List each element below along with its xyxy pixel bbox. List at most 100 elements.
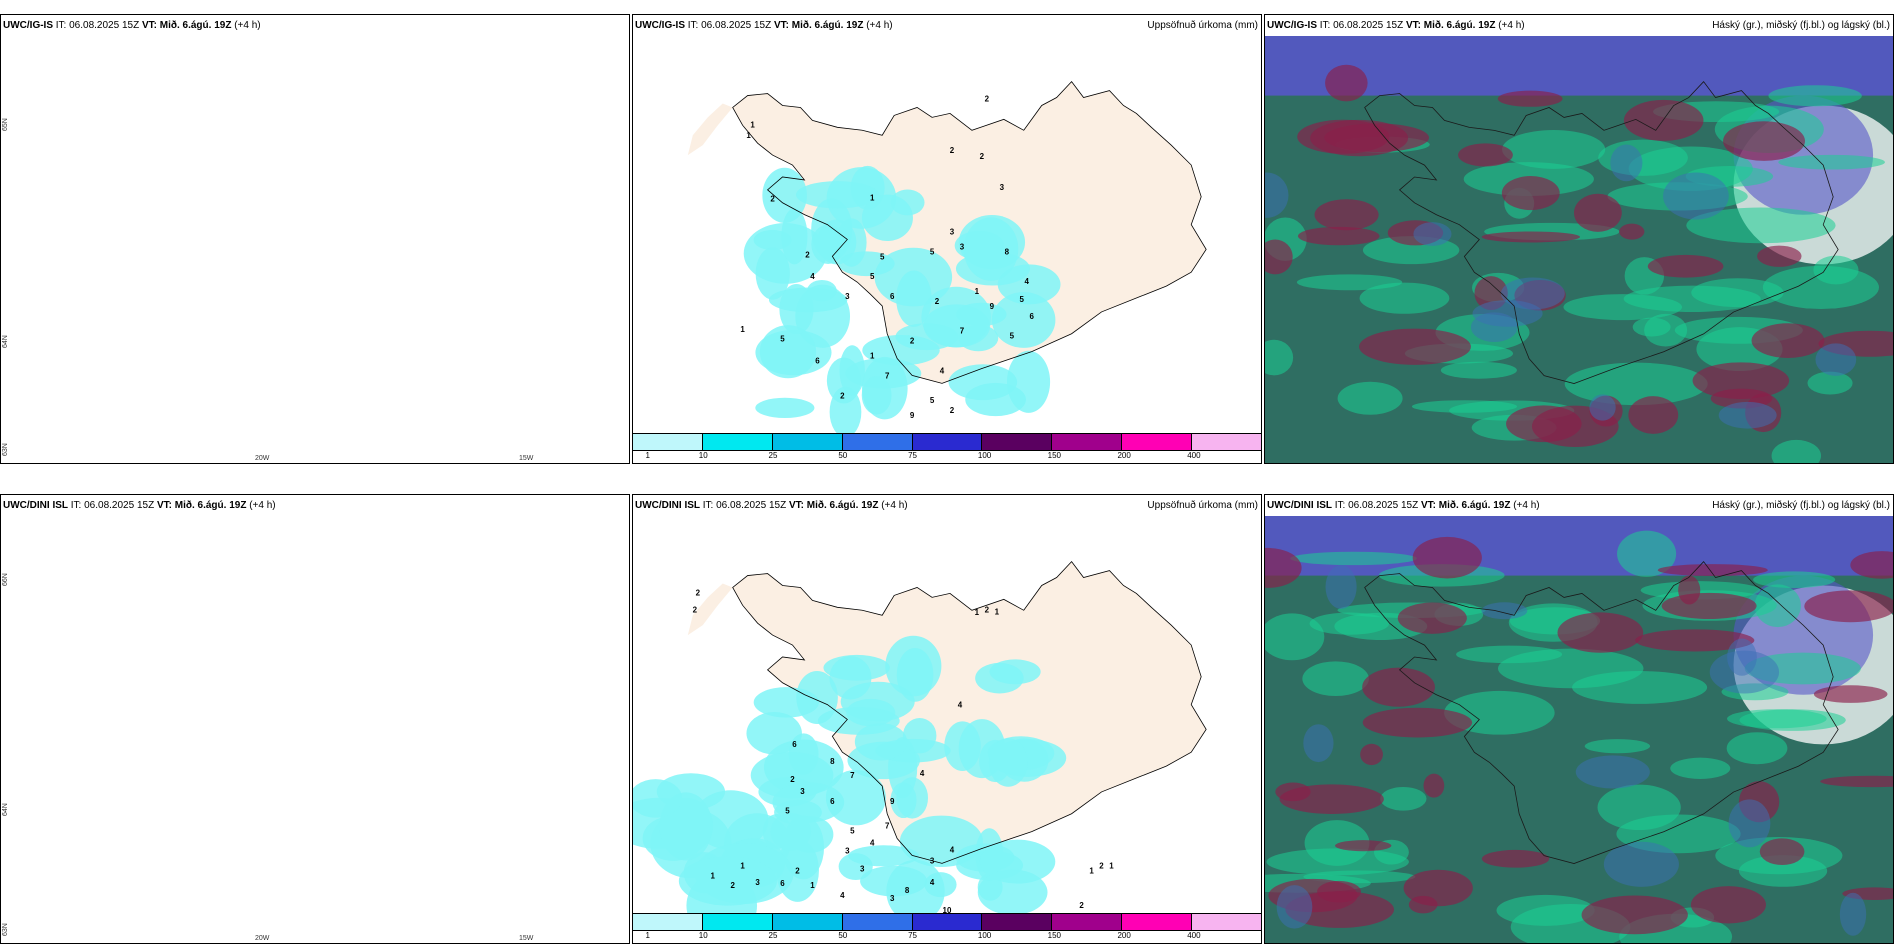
precip-area-light [796,671,838,724]
legend-swatch [633,434,703,450]
precip-value: 4 [930,878,935,887]
cloud-mid [1726,732,1788,765]
lead-time: (+4 h) [881,500,908,511]
precip-title: Uppsöfnuð úrkoma (mm) [1147,500,1258,511]
precip-area-light [755,247,790,300]
precip-value: 2 [693,605,698,614]
cloud-mid [1778,154,1885,170]
cloud-high [1723,121,1806,161]
precip-value: 5 [930,247,935,256]
it-value: 06.08.2025 15Z [716,500,787,511]
cloud-mid [1617,530,1677,577]
map-svg: 0.81.00.60.50.81.50.70.80.50.60.90.61.00… [1,36,629,463]
precip-area-light [975,662,1024,694]
lon-label: 20W [255,455,270,462]
precip-value: 2 [935,297,940,306]
lon-label: 15W [519,455,534,462]
cloud-high [1325,64,1368,102]
precip-value: 1 [1109,861,1114,870]
model-name: UWC/IG-IS [635,20,685,31]
precip-value: 1 [740,861,745,870]
precip-value: 4 [958,701,963,710]
precip-value: 5 [870,272,875,281]
cloud-title: Háský (gr.), miðský (fj.bl.) og lágský (… [1712,500,1890,511]
cloud-high [1397,602,1467,634]
lat-label: 64N [2,803,9,816]
cloud-mid [1265,339,1294,376]
legend-tick: 25 [768,931,778,940]
precip-area-light [807,279,837,302]
precip-value: 9 [890,797,895,806]
color-legend: 1 10 25 50 75 100 150 200 400 [633,433,1261,463]
precip-value: 3 [845,292,850,301]
vt-value: Mið. 6.ágú. 19Z [174,500,247,511]
cloud-mid [1290,551,1417,566]
cloud-mid-blue [1727,638,1757,676]
cloud-mid [1768,85,1862,107]
map-svg [1265,516,1893,943]
legend-tick: 100 [977,931,992,940]
precip-value: 2 [840,391,845,400]
precip-value: 3 [860,864,865,873]
precip-area-light [811,224,845,264]
precip-value: 5 [930,396,935,405]
precip-value: 1 [810,881,815,890]
panel-header: UWC/DINI ISL IT: 06.08.2025 15Z VT: Mið.… [1265,495,1893,516]
precip-value: 1 [995,607,1000,616]
legend-swatch [1052,434,1123,450]
legend-swatch [842,914,913,930]
legend-swatch [912,434,983,450]
legend-tick: 400 [1187,931,1201,940]
precip-value: 7 [885,822,890,831]
precip-area-light [779,284,814,335]
it-label: IT: [702,500,714,511]
cloud-high [1647,254,1724,278]
precip-area [633,635,1067,913]
legend-bar [633,433,1261,451]
cloud-high [1628,396,1679,434]
vt-value: Mið. 6.ágú. 19Z [1438,500,1511,511]
precip-value: 4 [870,839,875,848]
it-value: 06.08.2025 15Z [84,500,155,511]
legend-tick: 100 [977,451,992,460]
cloud-mid [1563,294,1683,321]
cloud-mid [1564,362,1708,406]
precip-value: 1 [746,131,751,140]
cloud-mid-blue [1603,841,1679,887]
precip-value: 4 [810,272,815,281]
map-wind-precip: 0.60.80.90.71.00.50.90.60.70.61.51.30.90… [1,516,629,943]
cloud-mid-blue [1610,144,1643,182]
lat-label: 63N [2,443,9,456]
legend-tick: 1 [645,451,650,460]
cloud-mid [1686,207,1836,244]
lead-time: (+4 h) [1498,20,1525,31]
iceland-coast [732,561,1207,864]
cloud-high [1297,226,1380,246]
cloud-high [1362,707,1473,738]
vt-label: VT: [788,500,804,511]
precip-area-light [755,397,815,418]
legend-swatch [842,434,913,450]
cloud-high [1813,685,1888,703]
lead-time: (+4 h) [866,20,893,31]
precip-value: 6 [1030,312,1035,321]
cloud-mid-blue [1265,172,1289,218]
panel-header: UWC/IG-IS IT: 06.08.2025 15Z VT: Mið. 6.… [1,15,629,36]
precip-value: 1 [740,325,745,334]
cloud-high [1850,551,1893,579]
cloud-layers [1265,36,1893,463]
vt-label: VT: [156,500,172,511]
cloud-high [1285,891,1395,928]
precip-value: 1 [1089,866,1094,875]
lead-time: (+4 h) [234,20,261,31]
cloud-mid-blue [1472,300,1543,327]
precip-area-light [759,325,817,379]
cloud-mid-blue [1728,799,1771,848]
precip-value: 2 [950,146,955,155]
precip-value: 2 [950,406,955,415]
cloud-high [1335,840,1392,852]
precip-area-light [899,815,983,868]
